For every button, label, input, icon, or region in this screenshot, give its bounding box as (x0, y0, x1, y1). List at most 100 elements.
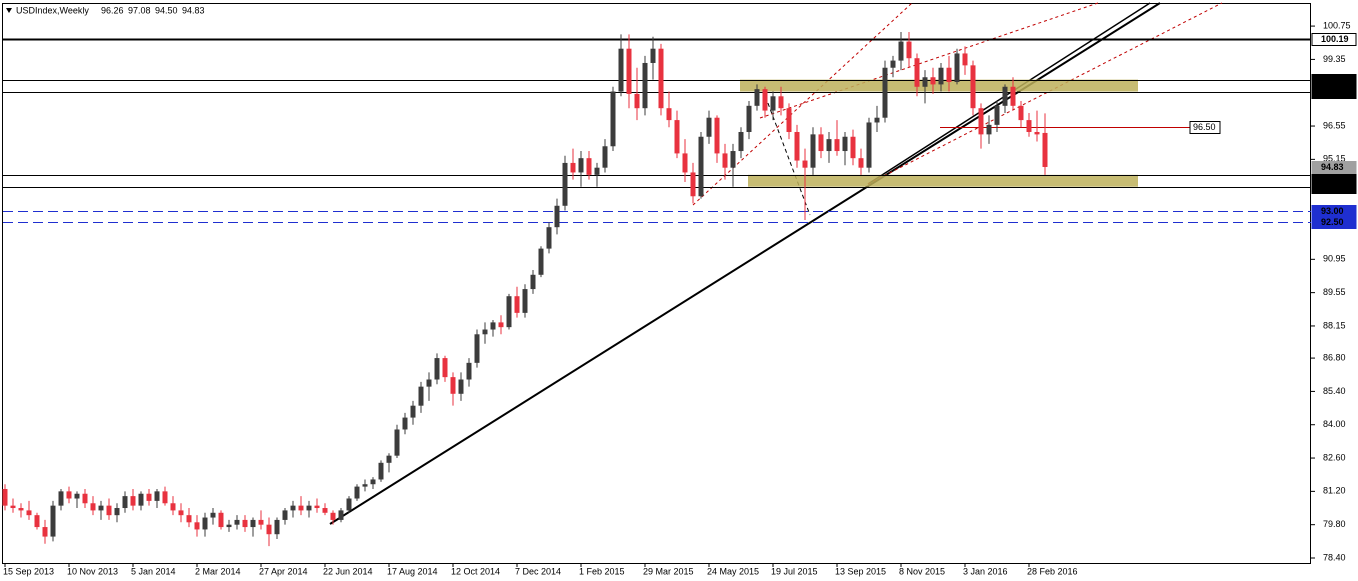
candle-body (762, 89, 768, 111)
x-tick-label: 3 Jan 2016 (963, 566, 1008, 576)
candle-body (706, 117, 712, 137)
candle-body (666, 108, 672, 121)
candle-body (786, 108, 792, 132)
candle-body (938, 67, 944, 85)
candle-body (346, 498, 352, 511)
candle-body (450, 377, 456, 394)
x-tick-label: 12 Oct 2014 (451, 566, 500, 576)
candle-body (946, 67, 952, 83)
y-tick-label: 79.80 (1323, 519, 1346, 529)
y-tick-label: 89.55 (1323, 287, 1346, 297)
level-label-box (1311, 33, 1357, 46)
x-tick-label: 22 Jun 2014 (323, 566, 373, 576)
candle-body (186, 515, 192, 523)
candle-body (930, 77, 936, 85)
candle-body (898, 41, 904, 61)
candle-body (610, 91, 616, 147)
candle-body (714, 117, 720, 154)
candle-body (122, 496, 128, 509)
y-tick-label: 88.15 (1323, 320, 1346, 330)
y-tick-label: 86.80 (1323, 352, 1346, 362)
candle-body (98, 505, 104, 511)
candle-body (434, 358, 440, 380)
level-label-box (1189, 121, 1221, 134)
candle-body (690, 172, 696, 197)
candle-body (362, 484, 368, 487)
level-label: 98.50 (1321, 75, 1344, 85)
candle-body (842, 136, 848, 152)
candle-body (290, 505, 296, 511)
candle-body (386, 455, 392, 463)
candle-body (26, 510, 32, 516)
candle-body (618, 48, 624, 92)
zone (748, 174, 1138, 187)
ohlc-header: 96.26 97.08 94.50 94.83 (101, 5, 205, 15)
y-tick-label: 85.40 (1323, 386, 1346, 396)
candle-body (498, 322, 504, 328)
candle-body (466, 362, 472, 380)
plot-frame (2, 3, 1311, 564)
level-label-box (1311, 161, 1357, 174)
candle-body (506, 296, 512, 328)
level-label: 93.00 (1321, 206, 1344, 216)
candle-body (818, 134, 824, 152)
candle-body (850, 136, 856, 159)
x-tick-label: 19 Jul 2015 (771, 566, 818, 576)
candle-body (114, 508, 120, 516)
candle-body (586, 158, 592, 175)
candle-body (658, 48, 664, 109)
candle-body (650, 48, 656, 63)
candle-body (594, 167, 600, 175)
candle-body (218, 512, 224, 528)
candle-body (10, 505, 16, 509)
candle-body (546, 227, 552, 249)
level-label: 92.50 (1321, 217, 1344, 227)
y-tick-label: 96.55 (1323, 120, 1346, 130)
candle-body (170, 503, 176, 511)
candle-body (890, 60, 896, 68)
candle-body (42, 527, 48, 537)
candle-body (1026, 120, 1032, 132)
candle-body (986, 124, 992, 135)
candle-body (18, 508, 24, 511)
level-label: 100.19 (1321, 34, 1349, 44)
y-tick-label: 78.40 (1323, 552, 1346, 562)
candle-body (378, 462, 384, 480)
candle-body (178, 510, 184, 516)
candle-body (922, 77, 928, 87)
ohlc-value: 96.26 (101, 5, 124, 15)
candle-body (106, 505, 112, 516)
candle-body (962, 53, 968, 66)
x-tick-label: 15 Sep 2013 (3, 566, 54, 576)
candle-body (1042, 132, 1048, 167)
symbol-name: USDIndex,Weekly (16, 5, 89, 15)
candle-body (538, 248, 544, 275)
candle-body (770, 96, 776, 111)
x-tick-label: 7 Dec 2014 (515, 566, 561, 576)
candle-body (322, 508, 328, 513)
candle-body (130, 496, 136, 506)
candle-body (866, 122, 872, 168)
candle-body (1010, 86, 1016, 106)
candle-body (202, 517, 208, 530)
candle-body (482, 329, 488, 335)
candle-body (250, 519, 256, 528)
candle-body (162, 491, 168, 504)
candle-body (50, 505, 56, 537)
candle-body (490, 322, 496, 330)
candle-body (682, 153, 688, 173)
candle-body (858, 158, 864, 168)
candle-body (394, 429, 400, 456)
menu-arrow[interactable] (6, 8, 12, 13)
candle-body (874, 117, 880, 123)
candle-body (802, 160, 808, 168)
candle-body (226, 524, 232, 528)
x-tick-label: 1 Feb 2015 (579, 566, 625, 576)
y-tick-label: 100.75 (1323, 20, 1351, 30)
level-label-box (1311, 86, 1357, 99)
candle-body (970, 65, 976, 109)
candle-body (554, 205, 560, 228)
candle-body (146, 493, 152, 501)
y-tick-label: 84.00 (1323, 419, 1346, 429)
